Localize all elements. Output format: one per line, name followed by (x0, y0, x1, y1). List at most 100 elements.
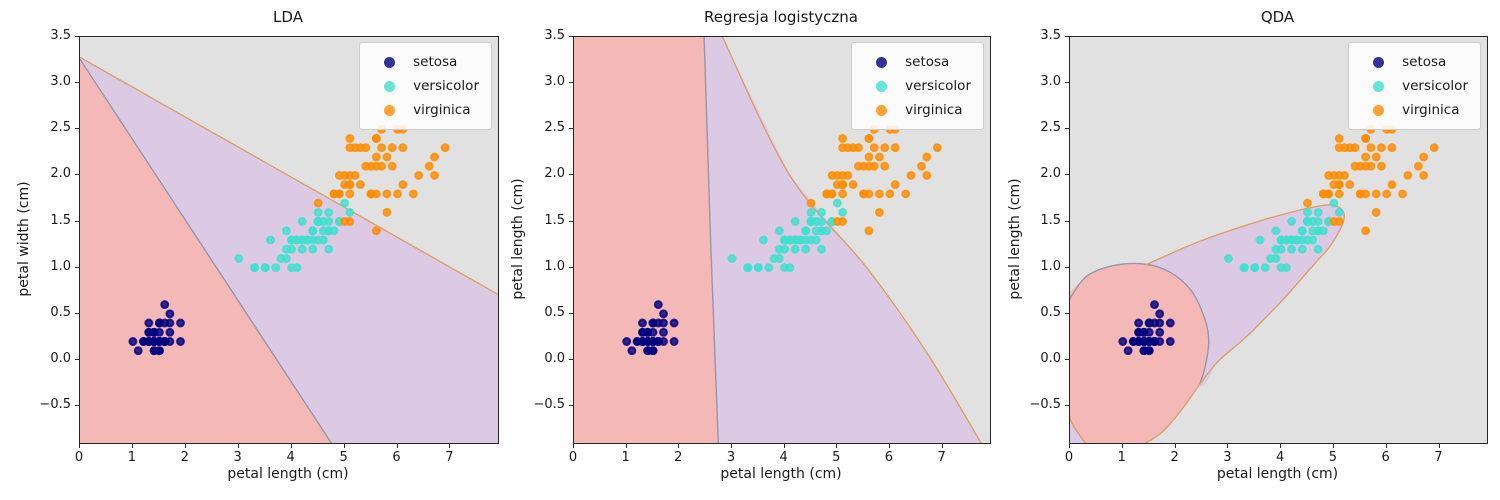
scatter-point-virginica (838, 189, 848, 199)
scatter-point-virginica (901, 189, 911, 199)
scatter-point-setosa (659, 309, 668, 319)
scatter-point-virginica (1361, 161, 1371, 171)
scatter-point-versicolor (1266, 254, 1276, 263)
scatter-point-versicolor (1303, 207, 1312, 217)
x-tick-label: 5 (339, 450, 348, 465)
scatter-point-virginica (1318, 189, 1328, 199)
legend-item: setosa (862, 50, 971, 74)
plot-title: Regresja logistyczna (704, 8, 858, 26)
scatter-point-versicolor (329, 226, 339, 236)
x-tick-label: 4 (1275, 450, 1285, 465)
x-tick-label: 3 (726, 450, 736, 465)
legend: setosa versicolor virginica (851, 42, 984, 130)
scatter-point-virginica (1345, 180, 1355, 190)
scatter-point-setosa (659, 327, 668, 337)
scatter-point-virginica (1371, 189, 1381, 199)
scatter-point-versicolor (1281, 235, 1291, 245)
y-tick-label: 1.0 (1040, 258, 1061, 274)
scatter-point-versicolor (759, 235, 769, 245)
scatter-point-virginica (1371, 152, 1381, 162)
scatter-point-versicolor (324, 217, 334, 226)
x-tick-label: 7 (937, 450, 946, 465)
scatter-point-versicolor (318, 235, 328, 245)
scatter-point-versicolor (1297, 226, 1307, 236)
y-tick (75, 174, 79, 176)
scatter-point-virginica (832, 180, 842, 190)
legend-label: setosa (1402, 54, 1447, 70)
scatter-point-virginica (1334, 134, 1344, 143)
scatter-point-virginica (1382, 189, 1392, 199)
y-tick-label: 0.0 (50, 351, 71, 366)
x-tick-label: 5 (832, 450, 841, 465)
scatter-point-virginica (1361, 152, 1371, 162)
scatter-point-virginica (1376, 143, 1386, 153)
decision-boundary (80, 56, 498, 296)
scatter-point-setosa (176, 318, 185, 328)
scatter-point-virginica (382, 207, 392, 217)
y-tick (1065, 405, 1069, 407)
scatter-point-versicolor (727, 254, 737, 263)
decision-region-setosa (1070, 263, 1209, 443)
x-tick-label: 2 (674, 450, 683, 465)
y-tick (75, 36, 79, 37)
scatter-point-setosa (1150, 300, 1159, 310)
decision-region-setosa (574, 37, 719, 443)
y-tick (569, 312, 573, 314)
scatter-point-virginica (853, 143, 863, 153)
scatter-point-virginica (350, 170, 360, 180)
x-tick-label: 5 (1328, 450, 1338, 465)
decision-boundary (1144, 384, 1200, 443)
y-tick (569, 174, 573, 176)
y-tick (1065, 220, 1069, 222)
y-axis-label: petal length (cm) (510, 178, 526, 300)
scatter-point-virginica (382, 152, 392, 162)
scatter-point-virginica (366, 189, 376, 199)
y-tick (75, 266, 79, 268)
y-axis-label: petal length (cm) (1007, 178, 1023, 300)
scatter-point-virginica (843, 170, 853, 180)
scatter-point-versicolor (297, 217, 307, 226)
x-tick (731, 444, 732, 448)
y-tick (75, 128, 79, 130)
x-tick (1280, 444, 1282, 448)
scatter-point-virginica (864, 226, 874, 236)
legend-label: versicolor (905, 78, 971, 94)
decision-boundary (80, 58, 332, 443)
scatter-point-versicolor (774, 226, 784, 236)
scatter-point-versicolor (1308, 226, 1318, 236)
legend-label: virginica (905, 102, 963, 118)
y-tick-label: 0.5 (544, 304, 565, 320)
scatter-point-versicolor (340, 198, 350, 208)
y-tick (1065, 359, 1069, 360)
scatter-point-versicolor (790, 217, 800, 226)
scatter-point-virginica (430, 152, 439, 162)
scatter-point-versicolor (297, 244, 307, 254)
scatter-point-setosa (669, 337, 679, 346)
scatter-point-virginica (1398, 189, 1407, 199)
y-tick (569, 82, 573, 84)
scatter-point-setosa (653, 300, 663, 310)
y-tick (1065, 36, 1069, 37)
scatter-point-virginica (1387, 143, 1397, 153)
scatter-point-setosa (165, 309, 175, 319)
y-tick (569, 36, 573, 37)
scatter-point-versicolor (303, 235, 312, 245)
scatter-point-virginica (1387, 180, 1397, 190)
scatter-point-versicolor (1329, 198, 1339, 208)
scatter-point-setosa (643, 327, 653, 337)
y-tick (1065, 82, 1069, 84)
scatter-point-virginica (1366, 143, 1376, 153)
scatter-point-setosa (1123, 346, 1133, 356)
legend-label: setosa (413, 54, 458, 70)
y-tick (75, 220, 79, 222)
scatter-point-versicolor (1313, 217, 1323, 226)
scatter-point-virginica (859, 189, 869, 199)
legend-item: virginica (1359, 98, 1468, 122)
scatter-point-virginica (848, 180, 858, 190)
scatter-point-virginica (371, 134, 381, 143)
scatter-point-versicolor (764, 263, 774, 273)
x-tick-label: 2 (1170, 450, 1179, 465)
scatter-point-virginica (880, 161, 890, 171)
scatter-point-versicolor (790, 244, 800, 254)
scatter-point-versicolor (260, 263, 270, 273)
